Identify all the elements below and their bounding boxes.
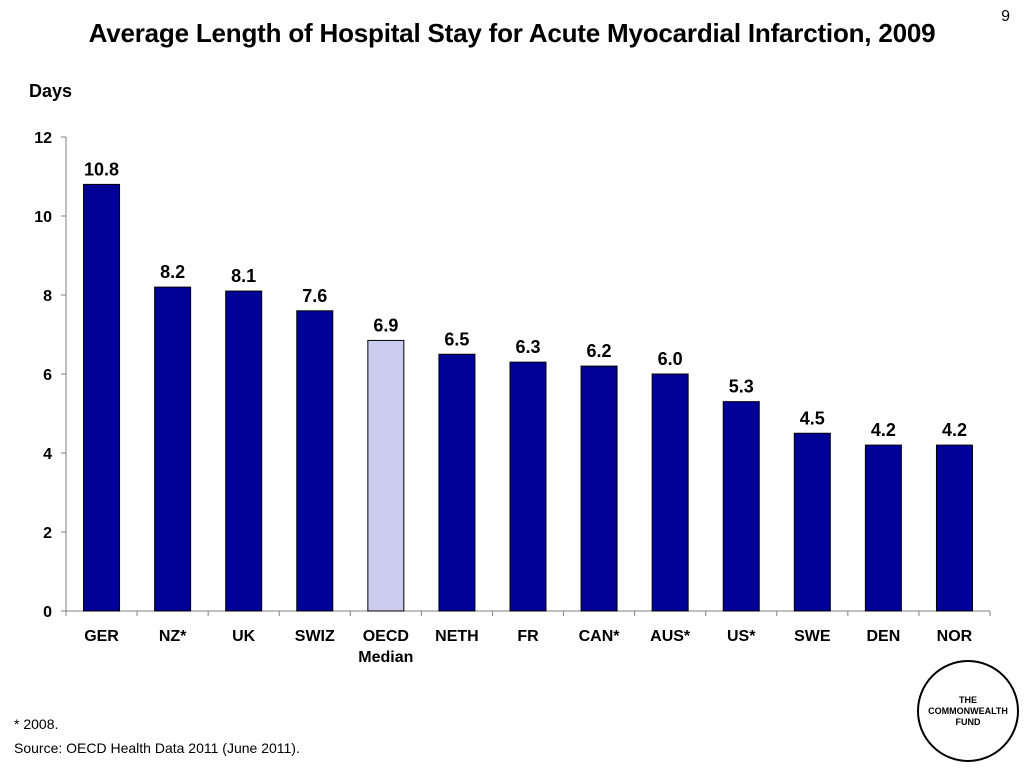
- y-tick-label: 2: [43, 525, 52, 542]
- x-tick-label: US*: [727, 628, 756, 645]
- x-tick-label: Median: [358, 649, 413, 666]
- x-tick-label: AUS*: [650, 628, 691, 645]
- x-tick-label: NOR: [937, 628, 973, 645]
- x-tick-label: SWE: [794, 628, 831, 645]
- y-tick-label: 4: [43, 446, 52, 463]
- y-tick-labels: 0 2 4 6 8 10 12: [34, 130, 52, 621]
- x-tick-label: DEN: [866, 628, 900, 645]
- x-tick-label: NZ*: [159, 628, 187, 645]
- slide-number: 9: [1001, 8, 1010, 25]
- data-label: 6.5: [444, 329, 469, 349]
- data-label: 10.8: [84, 159, 119, 179]
- bar: [864, 444, 902, 612]
- bar: [367, 339, 405, 612]
- y-tick-label: 6: [43, 367, 52, 384]
- bar: [438, 353, 476, 612]
- x-tick-label: CAN*: [579, 628, 621, 645]
- x-tick-label: OECD: [363, 628, 409, 645]
- data-label: 4.2: [871, 420, 896, 440]
- bar: [509, 361, 547, 612]
- x-tick-labels: GER NZ* UK SWIZ OECD Median NETH FR CAN* AUS* US* S…: [84, 628, 972, 666]
- bars: [83, 183, 973, 612]
- data-label: 4.2: [942, 420, 967, 440]
- data-label: 6.9: [373, 315, 398, 335]
- y-axis-label: Days: [29, 81, 72, 101]
- y-tick-label: 10: [34, 209, 52, 226]
- bar: [651, 373, 689, 612]
- data-label: 6.2: [587, 341, 612, 361]
- bar: [296, 310, 334, 612]
- logo-line-3: FUND: [955, 716, 981, 727]
- footnote-2008: * 2008.: [14, 716, 59, 732]
- chart-title: Average Length of Hospital Stay for Acut…: [88, 18, 936, 48]
- x-tick-label: GER: [84, 628, 119, 645]
- x-tick-label: UK: [232, 628, 256, 645]
- commonwealth-fund-logo: THE COMMONWEALTH FUND: [917, 660, 1019, 762]
- y-tick-label: 0: [43, 604, 52, 621]
- source-note: Source: OECD Health Data 2011 (June 2011…: [14, 740, 300, 756]
- y-tick-label: 12: [34, 130, 52, 147]
- bar: [722, 401, 760, 612]
- x-tick-label: SWIZ: [295, 628, 335, 645]
- bar: [935, 444, 973, 612]
- data-label: 7.6: [302, 286, 327, 306]
- data-label: 6.0: [658, 349, 683, 369]
- data-label: 8.1: [231, 266, 256, 286]
- x-tick-label: FR: [517, 628, 539, 645]
- bar: [793, 432, 831, 612]
- data-label: 6.3: [515, 337, 540, 357]
- bar: [225, 290, 263, 612]
- y-tick-label: 8: [43, 288, 52, 305]
- logo-line-1: THE: [959, 694, 977, 705]
- data-label: 4.5: [800, 408, 825, 428]
- data-label: 8.2: [160, 262, 185, 282]
- data-label: 5.3: [729, 377, 754, 397]
- bar: [154, 286, 192, 612]
- logo-line-2: COMMONWEALTH: [928, 705, 1008, 716]
- bar: [580, 365, 618, 612]
- bar: [83, 183, 121, 612]
- data-labels: 10.8 8.2 8.1 7.6 6.9 6.5 6.3 6.2 6.0 5.3 4.5 4.2 4.2: [84, 159, 967, 440]
- x-tick-label: NETH: [435, 628, 479, 645]
